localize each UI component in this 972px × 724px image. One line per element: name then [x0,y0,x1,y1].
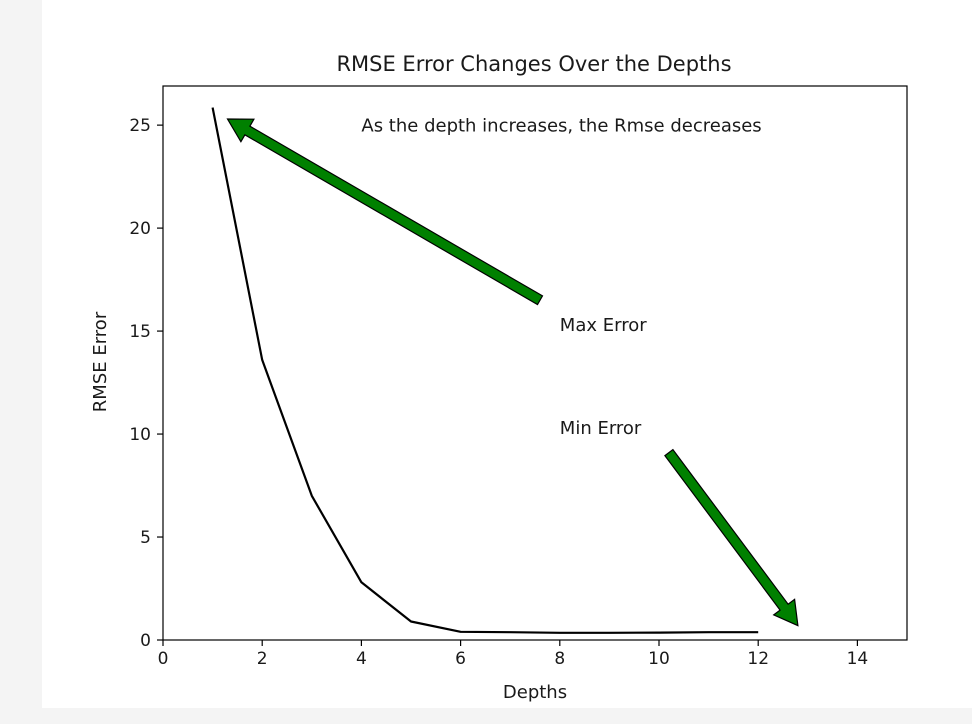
x-tick-label: 10 [648,649,670,669]
y-tick-label: 5 [140,528,151,548]
chart-title: RMSE Error Changes Over the Depths [336,52,731,76]
y-tick-label: 20 [129,219,151,239]
min-error-arrow [664,448,799,627]
x-tick-label: 6 [455,649,466,669]
y-tick-label: 10 [129,425,151,445]
x-tick-label: 14 [847,649,869,669]
x-axis-title: Depths [503,682,567,703]
figure-edge-band-bottom [0,708,972,724]
y-axis: 0 5 10 15 20 25 [129,116,163,651]
note-annotation-label: As the depth increases, the Rmse decreas… [361,115,761,136]
y-tick-label: 15 [129,322,151,342]
y-tick-label: 25 [129,116,151,136]
max-error-arrow [226,118,544,306]
x-tick-label: 12 [747,649,769,669]
x-tick-label: 0 [158,649,169,669]
min-annotation-label: Min Error [560,418,642,439]
max-annotation-label: Max Error [560,315,647,336]
plot-area [211,107,759,634]
annotations: Max Error Min Error As the depth increases… [226,115,799,627]
y-tick-label: 0 [140,631,151,651]
x-tick-label: 8 [554,649,565,669]
x-tick-label: 2 [257,649,268,669]
line-chart: RMSE Error Changes Over the Depths 0 2 4 6 8… [90,52,908,703]
x-tick-label: 4 [356,649,367,669]
x-axis: 0 2 4 6 8 10 12 14 [158,640,869,669]
series-line [211,107,759,634]
figure-edge-band-left [0,0,42,724]
plot-frame [162,85,908,641]
y-axis-title: RMSE Error [90,311,111,412]
